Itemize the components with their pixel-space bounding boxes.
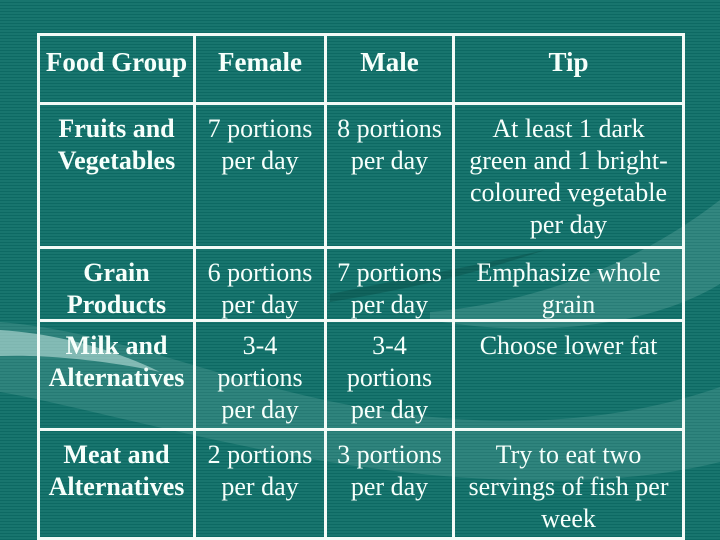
header-cell-male: Male [327, 36, 455, 105]
nutrition-table: Food Group Female Male Tip Fruits and Ve… [37, 33, 685, 540]
cell-male-portions: 7 portions per day [327, 249, 455, 322]
cell-food-group: Meat and Alternatives [40, 431, 196, 537]
cell-male-portions: 3 portions per day [327, 431, 455, 537]
cell-female-portions: 7 portions per day [196, 105, 327, 249]
cell-male-portions: 3-4 portions per day [327, 322, 455, 431]
header-cell-tip: Tip [455, 36, 682, 105]
cell-female-portions: 2 portions per day [196, 431, 327, 537]
header-cell-female: Female [196, 36, 327, 105]
cell-tip: Emphasize whole grain [455, 249, 682, 322]
cell-tip: Choose lower fat [455, 322, 682, 431]
cell-food-group: Fruits and Vegetables [40, 105, 196, 249]
cell-female-portions: 3-4 portions per day [196, 322, 327, 431]
cell-tip: Try to eat two servings of fish per week [468, 440, 669, 533]
header-cell-food-group: Food Group [40, 36, 196, 105]
cell-male-portions: 8 portions per day [327, 105, 455, 249]
cell-female-portions: 6 portions per day [196, 249, 327, 322]
cell-food-group: Grain Products [40, 249, 196, 322]
cell-tip: At least 1 dark green and 1 bright- colo… [455, 105, 682, 249]
cell-food-group: Milk and Alternatives [40, 322, 196, 431]
